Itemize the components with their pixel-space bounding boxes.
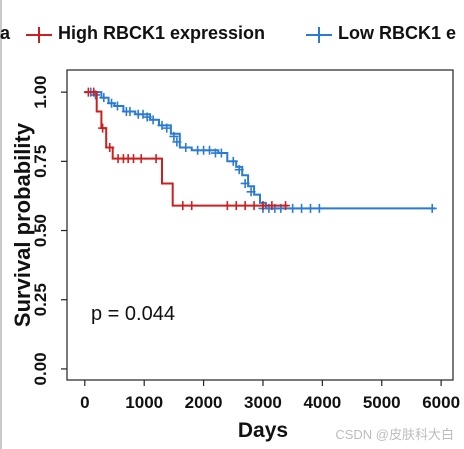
censor-mark-high (151, 154, 161, 164)
censor-mark-high (136, 154, 146, 164)
x-axis-label: Days (238, 419, 288, 442)
legend-label-high: High RBCK1 expression (58, 23, 266, 43)
censor-mark-low (99, 93, 109, 103)
x-tick-label: 0 (80, 393, 89, 412)
censor-mark-low (107, 98, 117, 108)
censor-mark-high (178, 201, 188, 211)
censor-mark-low (240, 178, 250, 188)
censor-mark-low (112, 101, 122, 111)
x-tick-label: 2000 (185, 393, 223, 412)
censor-mark-low (142, 112, 152, 122)
censor-mark-low (228, 156, 238, 166)
censor-mark-low (148, 115, 158, 125)
censor-mark-high (267, 201, 277, 211)
left-edge-rule (0, 0, 2, 449)
y-tick-label: 1.00 (31, 76, 50, 109)
censor-mark-low (305, 203, 315, 213)
censor-mark-low (169, 131, 179, 141)
x-tick-label: 4000 (303, 393, 341, 412)
x-tick-label: 3000 (244, 393, 282, 412)
legend-swatch-high-cross (38, 27, 40, 43)
plot-frame (66, 69, 454, 381)
censor-mark-high (258, 201, 268, 211)
x-tick-label: 1000 (125, 393, 163, 412)
legend-title-fragment: ta (0, 23, 11, 43)
chart-legend: ta High RBCK1 expression Low RBCK1 e (0, 0, 464, 70)
legend-swatch-low-cross (318, 27, 320, 43)
p-value-annotation: p = 0.044 (91, 303, 175, 325)
survival-curve-low (84, 91, 436, 210)
x-tick-label: 5000 (363, 393, 401, 412)
censor-mark-low (297, 203, 307, 213)
censor-mark-high (187, 201, 197, 211)
censor-mark-low (427, 203, 437, 213)
censor-mark-low (314, 203, 324, 213)
y-axis-label: Survival probability (10, 122, 35, 327)
censor-mark-low (234, 165, 244, 175)
censor-mark-low (125, 107, 135, 117)
censor-mark-high (249, 201, 259, 211)
y-tick-label: 0.00 (31, 352, 50, 385)
y-tick-label: 0.25 (31, 283, 50, 316)
censor-mark-low (216, 148, 226, 158)
censor-mark-low (172, 137, 182, 147)
x-tick-label: 6000 (422, 393, 460, 412)
censor-mark-high (240, 201, 250, 211)
censor-mark-high (222, 201, 232, 211)
censor-mark-low (205, 145, 215, 155)
y-tick-label: 0.50 (31, 214, 50, 247)
censor-mark-low (246, 187, 256, 197)
censor-mark-high (231, 201, 241, 211)
censor-mark-high (129, 154, 139, 164)
censor-mark-low (157, 120, 167, 130)
censor-mark-high (98, 123, 108, 133)
censor-mark-low (162, 123, 172, 133)
legend-label-low: Low RBCK1 e (338, 23, 457, 43)
censor-mark-high (281, 201, 291, 211)
censor-mark-low (181, 143, 191, 152)
censor-mark-high (105, 143, 115, 152)
watermark: CSDN @皮肤科大白 (335, 427, 454, 442)
censor-mark-low (288, 203, 298, 213)
censor-mark-high (89, 87, 99, 97)
y-tick-label: 0.75 (31, 145, 50, 178)
